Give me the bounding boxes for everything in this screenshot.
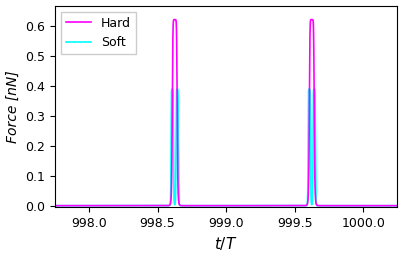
Hard [73,204,77,207]
Soft [125,204,130,207]
Hard [93,204,98,207]
Soft [385,204,390,207]
Soft [93,204,98,207]
Hard [125,204,130,207]
Soft [305,148,310,151]
Line: Hard: Hard [55,20,397,206]
Hard [206,204,211,207]
Soft [52,204,57,207]
Hard [395,204,400,207]
Legend: Hard, Soft: Hard, Soft [61,12,136,54]
Y-axis label: Force [nN]: Force [nN] [6,70,20,143]
Soft [206,204,211,207]
Hard [385,204,390,207]
Soft [170,88,175,91]
Soft [73,204,77,207]
Hard [172,18,177,21]
X-axis label: $t/T$: $t/T$ [214,236,238,252]
Soft [395,204,400,207]
Hard [52,204,57,207]
Line: Soft: Soft [55,89,397,206]
Hard [305,197,310,200]
